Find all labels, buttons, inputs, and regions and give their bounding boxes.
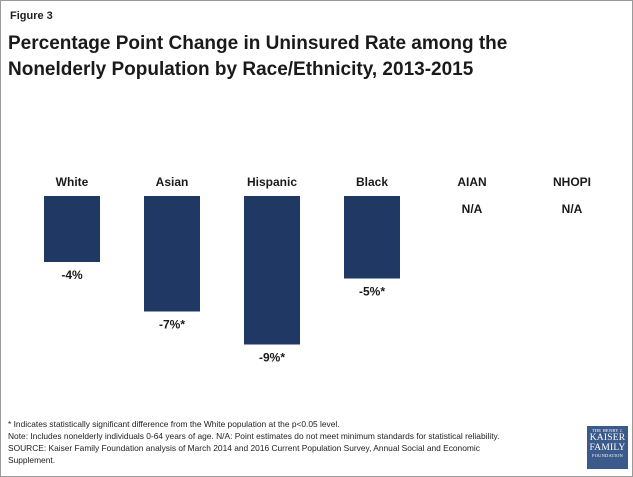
logo-line-1: KAISER <box>589 433 626 443</box>
bar-asian <box>144 196 200 312</box>
footnotes: * Indicates statistically significant di… <box>8 418 583 466</box>
note: Note: Includes nonelderly individuals 0-… <box>8 431 500 441</box>
chart-title-line-2: Nonelderly Population by Race/Ethnicity,… <box>8 59 474 80</box>
bar-chart: White -4% Asian -7%* Hispanic -9%* Black -5%* AI… <box>44 175 591 365</box>
logo-bottom-text: FOUNDATION <box>592 453 623 458</box>
data-label-nhopi: N/A <box>562 202 583 216</box>
kaiser-logo: THE HENRY J. KAISER FAMILY FOUNDATION <box>587 426 628 469</box>
category-label-black: Black <box>356 175 388 189</box>
category-label-nhopi: NHOPI <box>553 175 591 189</box>
logo-top-text: THE HENRY J. <box>591 428 624 433</box>
category-label-white: White <box>56 175 89 189</box>
bar-black <box>344 196 400 279</box>
source-line-1: SOURCE: Kaiser Family Foundation analysi… <box>8 443 480 453</box>
chart-title-line-1: Percentage Point Change in Uninsured Rat… <box>8 33 508 54</box>
data-label-black: -5%* <box>359 285 385 299</box>
figure-label: Figure 3 <box>10 10 53 22</box>
source-line-2: Supplement. <box>8 455 56 465</box>
bar-hispanic <box>244 196 300 345</box>
category-label-aian: AIAN <box>457 175 486 189</box>
data-label-hispanic: -9%* <box>259 351 285 365</box>
category-label-asian: Asian <box>156 175 189 189</box>
logo-line-2: FAMILY <box>589 443 626 453</box>
chart-title: Percentage Point Change in Uninsured Rat… <box>8 31 608 83</box>
data-label-asian: -7%* <box>159 318 185 332</box>
data-label-aian: N/A <box>462 202 483 216</box>
bar-white <box>44 196 100 262</box>
data-label-white: -4% <box>61 268 83 282</box>
significance-note: * Indicates statistically significant di… <box>8 419 340 429</box>
category-label-hispanic: Hispanic <box>247 175 297 189</box>
